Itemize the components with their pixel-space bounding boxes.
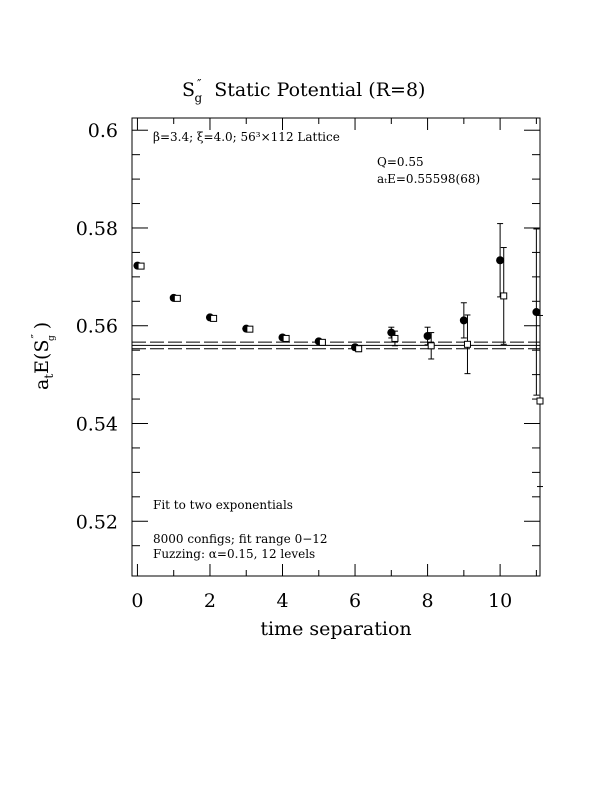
- data-point-circle: [387, 328, 396, 337]
- energy-annotation: aₜE=0.55598(68): [377, 172, 480, 186]
- data-point-square: [391, 334, 399, 342]
- lattice-annotation: β=3.4; ξ=4.0; 56³×112 Lattice: [153, 130, 340, 144]
- fit-description: Fit to two exponentials: [153, 498, 293, 512]
- data-point-circle: [532, 308, 541, 317]
- chart-title: S ″ g Static Potential (R=8): [182, 77, 425, 105]
- x-tick-label: 0: [131, 590, 143, 612]
- x-tick-label: 2: [204, 590, 216, 612]
- data-point-square: [210, 314, 218, 322]
- y-tick-label: 0.56: [76, 316, 118, 338]
- x-tick-label: 6: [349, 590, 361, 612]
- x-tick-label: 4: [276, 590, 288, 612]
- data-point-circle: [459, 316, 468, 325]
- data-point-circle: [423, 332, 432, 341]
- data-point-square: [246, 325, 254, 333]
- data-point-square: [536, 397, 544, 405]
- x-tick-label: 10: [488, 590, 512, 612]
- q-value-annotation: Q=0.55: [377, 155, 424, 169]
- configs-annotation: 8000 configs; fit range 0−12: [153, 532, 328, 546]
- y-axis-label: atE(S″ g): [29, 322, 57, 390]
- fit-band: [132, 341, 540, 350]
- data-point-square: [463, 340, 471, 348]
- data-point-square: [427, 342, 435, 350]
- y-tick-label: 0.58: [76, 218, 118, 240]
- x-tick-label: 8: [422, 590, 434, 612]
- data-point-square: [282, 334, 290, 342]
- data-point-square: [355, 345, 363, 353]
- data-point-circle: [496, 256, 505, 265]
- data-point-square: [137, 262, 145, 270]
- data-point-square: [500, 292, 508, 300]
- tick-labels: 0 2 4 6 8 10 0.52 0.54 0.56 0.58 0.6: [76, 120, 513, 612]
- y-tick-label: 0.6: [88, 120, 118, 142]
- axis-ticks: [132, 118, 540, 576]
- data-point-square: [173, 294, 181, 302]
- y-tick-label: 0.54: [76, 413, 118, 435]
- y-tick-label: 0.52: [76, 511, 118, 533]
- fuzzing-annotation: Fuzzing: α=0.15, 12 levels: [153, 547, 315, 561]
- x-axis-label: time separation: [260, 618, 411, 640]
- data-point-square: [318, 338, 326, 346]
- data-points: [133, 223, 544, 488]
